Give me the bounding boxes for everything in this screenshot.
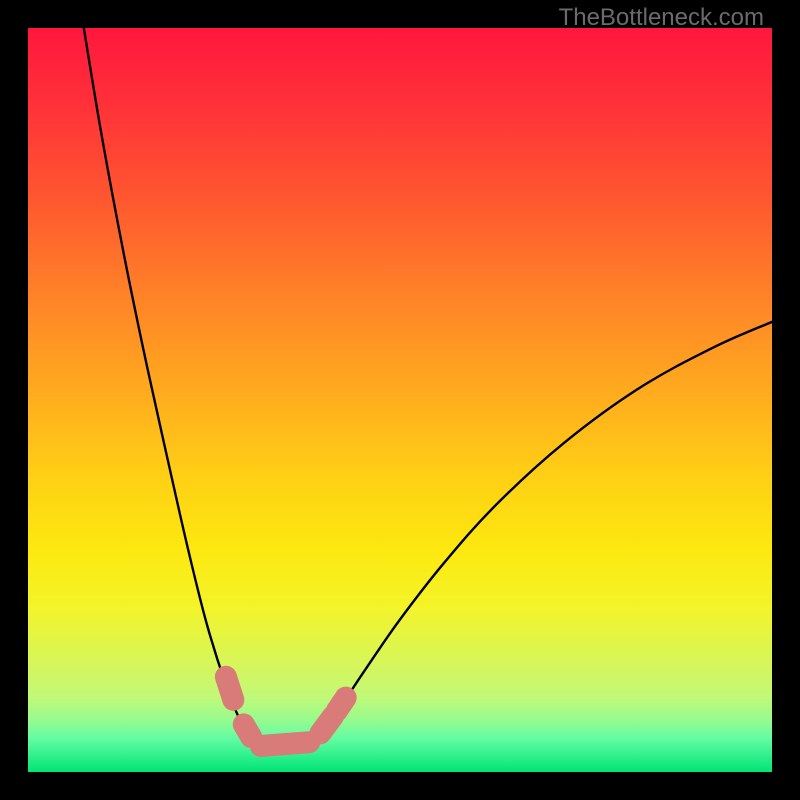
watermark-text: TheBottleneck.com xyxy=(559,4,764,32)
plot-area xyxy=(28,28,772,772)
curve-markers xyxy=(28,28,772,772)
